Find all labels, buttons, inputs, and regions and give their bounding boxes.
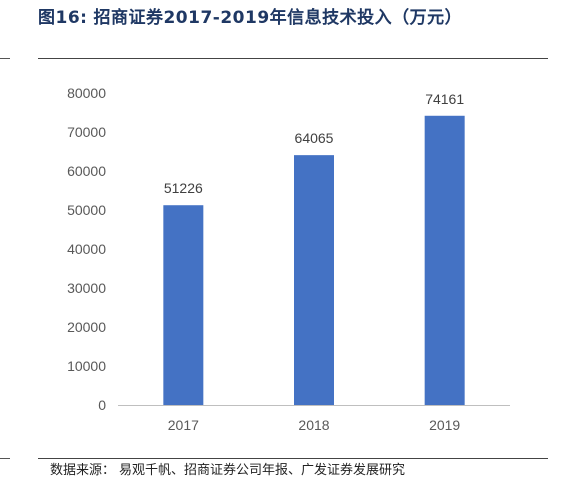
left-margin-mark-bottom bbox=[0, 458, 10, 459]
source-label: 数据来源： bbox=[50, 463, 116, 478]
bar-2017 bbox=[163, 205, 204, 405]
bar-data-label: 74161 bbox=[425, 91, 464, 107]
left-margin-mark-top bbox=[0, 58, 10, 59]
figure-title: 图16: 招商证券2017-2019年信息技术投入（万元） bbox=[38, 4, 462, 32]
y-tick-label: 40000 bbox=[67, 241, 106, 257]
x-tick-label: 2018 bbox=[298, 417, 329, 433]
y-tick-label: 50000 bbox=[67, 202, 106, 218]
top-rule bbox=[38, 58, 548, 59]
bar-data-label: 51226 bbox=[164, 180, 203, 196]
y-tick-label: 80000 bbox=[67, 85, 106, 101]
bars bbox=[163, 115, 465, 406]
bar-2019 bbox=[424, 115, 465, 406]
y-tick-label: 60000 bbox=[67, 163, 106, 179]
y-tick-label: 70000 bbox=[67, 124, 106, 140]
y-tick-label: 0 bbox=[98, 397, 106, 413]
figure-label: 图16: bbox=[38, 8, 88, 28]
bar-2018 bbox=[294, 155, 334, 405]
y-axis-ticks: 0 10000 20000 30000 40000 50000 60000 70000 8000… bbox=[67, 85, 106, 413]
x-axis-ticks: 2017 2018 2019 bbox=[168, 417, 461, 433]
y-tick-label: 10000 bbox=[67, 358, 106, 374]
bottom-rule bbox=[38, 458, 548, 459]
bar-data-label: 64065 bbox=[295, 130, 334, 146]
source-text: 易观千帆、招商证券公司年报、广发证券发展研究 bbox=[119, 463, 406, 478]
source-note: 数据来源： 易观千帆、招商证券公司年报、广发证券发展研究 bbox=[50, 461, 405, 481]
y-tick-label: 20000 bbox=[67, 319, 106, 335]
figure-title-text: 招商证券2017-2019年信息技术投入（万元） bbox=[93, 8, 463, 28]
x-tick-label: 2019 bbox=[429, 417, 460, 433]
bar-data-labels: 51226 64065 74161 bbox=[164, 91, 464, 196]
x-tick-label: 2017 bbox=[168, 417, 199, 433]
y-tick-label: 30000 bbox=[67, 280, 106, 296]
